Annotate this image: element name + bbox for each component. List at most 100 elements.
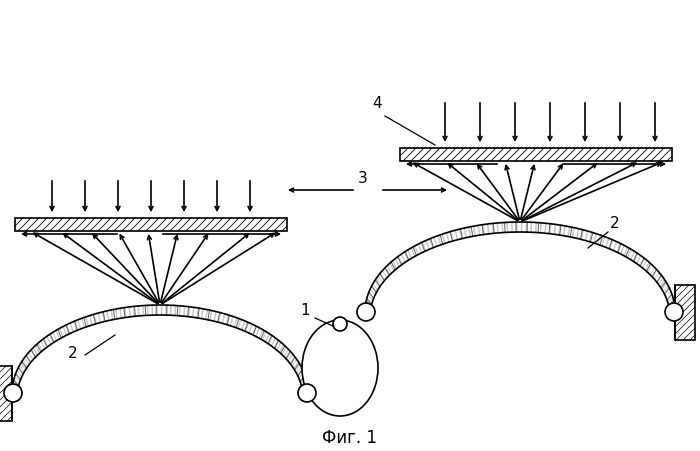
Polygon shape [365,311,370,317]
Polygon shape [284,349,289,357]
Polygon shape [81,318,85,328]
Polygon shape [395,258,400,267]
Polygon shape [298,369,303,377]
Polygon shape [506,222,508,232]
Polygon shape [74,321,78,331]
Circle shape [333,317,347,331]
Polygon shape [630,251,635,260]
Polygon shape [89,315,93,325]
Polygon shape [609,239,613,249]
Polygon shape [636,255,641,264]
Polygon shape [41,341,46,349]
Polygon shape [201,308,204,319]
Polygon shape [137,306,140,316]
Polygon shape [670,310,675,316]
Polygon shape [15,376,20,382]
Polygon shape [526,222,527,232]
Polygon shape [302,380,307,387]
Bar [15,218,287,231]
Polygon shape [106,311,109,321]
Polygon shape [115,309,118,319]
Polygon shape [414,246,419,255]
Polygon shape [274,340,279,348]
Polygon shape [459,229,463,239]
Polygon shape [271,337,276,346]
Text: Фиг. 1: Фиг. 1 [323,429,377,447]
Polygon shape [433,237,438,247]
Polygon shape [302,383,307,389]
Polygon shape [281,346,286,355]
Polygon shape [386,265,392,274]
Polygon shape [617,243,621,253]
Polygon shape [13,384,18,390]
Polygon shape [380,273,385,281]
Text: 2: 2 [68,346,78,361]
Text: 4: 4 [372,96,382,111]
Polygon shape [205,309,208,319]
Polygon shape [668,296,673,303]
Polygon shape [151,305,153,315]
Polygon shape [639,258,644,266]
Polygon shape [33,347,38,356]
Polygon shape [454,230,458,240]
Polygon shape [365,305,370,312]
Polygon shape [178,306,181,316]
Polygon shape [268,336,273,344]
Polygon shape [620,245,624,254]
Polygon shape [558,225,561,235]
Polygon shape [580,230,584,239]
Polygon shape [25,357,29,365]
Bar [675,285,695,340]
Polygon shape [18,368,23,375]
Polygon shape [38,343,43,351]
Polygon shape [22,359,28,368]
Polygon shape [20,365,25,372]
Polygon shape [521,222,522,232]
Polygon shape [378,275,383,283]
Polygon shape [642,260,647,268]
Polygon shape [487,224,489,234]
Polygon shape [183,306,186,316]
Polygon shape [286,351,291,359]
Polygon shape [303,388,308,395]
Polygon shape [429,239,433,248]
Polygon shape [666,290,671,298]
Polygon shape [657,274,661,282]
Polygon shape [374,281,379,288]
Polygon shape [624,247,628,256]
Bar [400,148,672,161]
Polygon shape [491,223,494,234]
Polygon shape [292,359,297,367]
Polygon shape [93,314,97,324]
Polygon shape [666,293,672,300]
Text: 3: 3 [358,171,368,186]
Polygon shape [49,334,54,343]
Polygon shape [389,263,394,272]
Polygon shape [627,249,631,258]
Polygon shape [234,318,237,327]
Polygon shape [241,321,245,330]
Polygon shape [21,362,26,370]
Circle shape [357,303,375,321]
Polygon shape [300,375,305,382]
Polygon shape [606,238,610,248]
Circle shape [298,384,316,402]
Polygon shape [299,372,304,379]
Polygon shape [119,308,122,318]
Polygon shape [511,222,513,232]
Polygon shape [15,373,21,380]
Polygon shape [66,324,70,334]
Polygon shape [554,224,556,235]
Polygon shape [28,352,34,360]
Polygon shape [652,269,657,277]
Polygon shape [496,223,499,233]
Polygon shape [669,302,674,308]
Polygon shape [17,370,22,377]
Polygon shape [366,300,372,306]
Polygon shape [589,232,593,242]
Polygon shape [13,381,18,387]
Polygon shape [303,391,308,397]
Polygon shape [365,308,370,314]
Text: 2: 2 [610,216,620,231]
Polygon shape [567,226,570,237]
